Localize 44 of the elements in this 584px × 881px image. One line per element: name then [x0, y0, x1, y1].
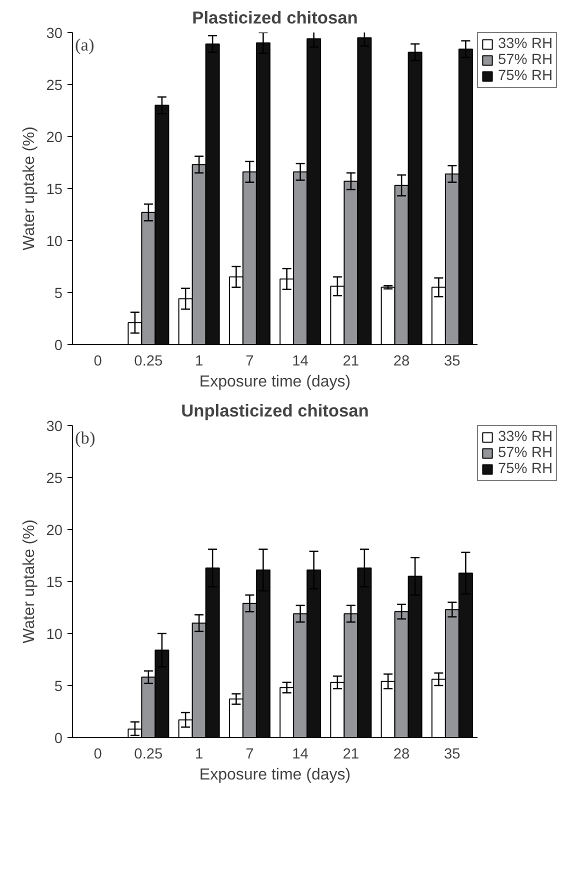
y-tick-label: 20 — [46, 130, 63, 146]
y-tick-label: 10 — [46, 234, 63, 250]
x-tick-label: 0.25 — [134, 746, 163, 762]
y-tick-label: 5 — [54, 286, 63, 302]
x-tick-label: 21 — [342, 354, 360, 370]
x-tick-label: 28 — [393, 746, 410, 762]
x-tick-label: 14 — [292, 354, 308, 370]
x-tick-label: 35 — [444, 746, 460, 762]
x-tick-label: 0 — [94, 354, 102, 370]
legend-label: 57% RH — [498, 445, 553, 461]
legend-label: 75% RH — [498, 68, 553, 84]
y-tick-label: 0 — [54, 731, 63, 747]
y-tick-label: 30 — [46, 419, 63, 435]
y-tick-label: 15 — [46, 575, 63, 591]
chart-title: Plasticized chitosan — [192, 8, 358, 28]
y-tick-label: 20 — [46, 523, 63, 539]
chart-title: Unplasticized chitosan — [181, 400, 369, 420]
legend-label: 33% RH — [498, 429, 553, 445]
legend-label: 33% RH — [498, 36, 553, 52]
y-tick-label: 5 — [54, 679, 63, 695]
x-axis-title: Exposure time (days) — [199, 766, 351, 784]
x-tick-label: 1 — [194, 746, 204, 762]
annotation: (a) — [75, 36, 94, 54]
x-axis-title: Exposure time (days) — [199, 374, 351, 390]
x-tick-label: 21 — [342, 746, 360, 762]
x-tick-label: 0 — [94, 746, 102, 762]
y-tick-label: 10 — [46, 627, 63, 643]
legend-label: 57% RH — [498, 52, 553, 68]
x-tick-label: 1 — [194, 354, 204, 370]
x-tick-label: 14 — [292, 746, 308, 762]
y-tick-label: 0 — [54, 338, 63, 354]
x-tick-label: 35 — [444, 354, 460, 370]
x-tick-label: 7 — [246, 746, 254, 762]
y-tick-label: 15 — [46, 182, 63, 198]
x-tick-label: 28 — [393, 354, 410, 370]
y-tick-label: 25 — [46, 471, 63, 487]
x-tick-label: 0.25 — [134, 354, 163, 370]
x-tick-label: 7 — [246, 354, 254, 370]
y-axis-title: Water uptake (%) — [21, 126, 38, 250]
annotation: (b) — [75, 428, 96, 448]
legend-label: 75% RH — [498, 461, 553, 477]
y-tick-label: 25 — [46, 78, 63, 94]
y-axis-title: Water uptake (%) — [21, 520, 38, 644]
y-tick-label: 30 — [46, 26, 63, 42]
